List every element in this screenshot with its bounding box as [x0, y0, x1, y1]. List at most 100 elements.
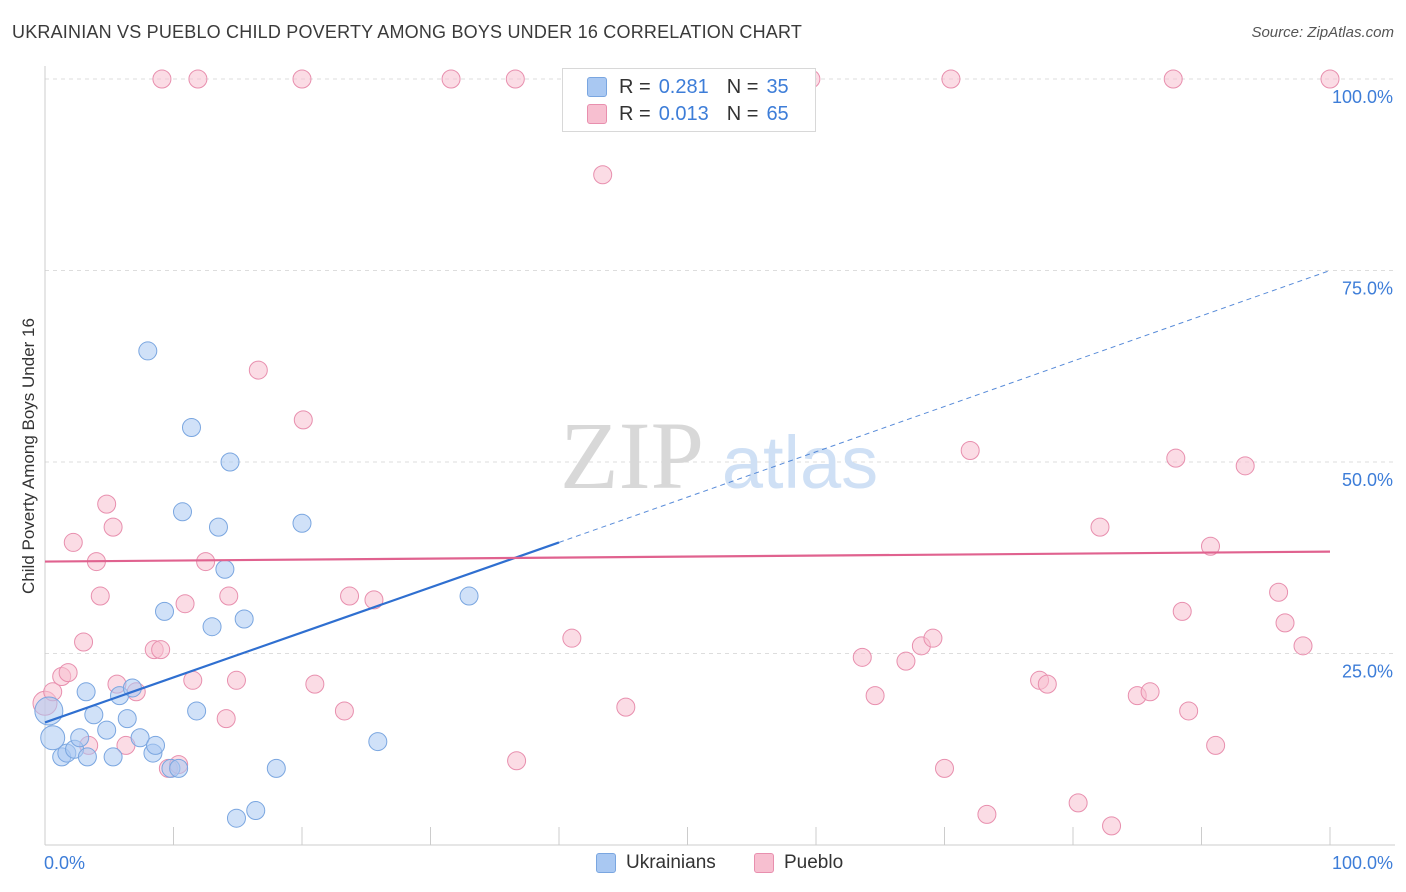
ukrainians-point [97, 720, 117, 740]
pueblo-point [151, 640, 171, 660]
legend-n-label: N = [726, 75, 759, 98]
pueblo-point [1179, 701, 1199, 721]
ukrainians-point [155, 601, 175, 621]
pueblo-point [593, 165, 613, 185]
pueblo-point [1235, 456, 1255, 476]
pueblo-point [1140, 682, 1160, 702]
pueblo-point [896, 651, 916, 671]
x-tick-label-max: 100.0% [1332, 853, 1393, 873]
trend-layer [44, 270, 1331, 724]
pueblo-point [97, 494, 117, 514]
y-tick-label: 75.0% [1342, 279, 1393, 299]
series-label: Pueblo [784, 852, 844, 873]
y-tick-label: 25.0% [1342, 662, 1393, 682]
pueblo-point [340, 586, 360, 606]
pueblo-point [74, 632, 94, 652]
legend-r-value: 0.013 [658, 102, 709, 125]
legend-row-ukrainians: R = 0.281 N = 35 [587, 73, 789, 101]
pueblo-point [505, 69, 525, 89]
legend-swatch-pink [587, 104, 607, 124]
pueblo-point [562, 628, 582, 648]
pueblo-point [616, 697, 636, 717]
pueblo-point [305, 674, 325, 694]
pueblo-point [1163, 69, 1183, 89]
ukrainians-point [368, 732, 388, 752]
pueblo-point [63, 532, 83, 552]
pueblo-point [852, 647, 872, 667]
ukrainians-point [220, 452, 240, 472]
legend-row-pueblo: R = 0.013 N = 65 [587, 100, 789, 128]
pueblo-point [1068, 793, 1088, 813]
pueblo-point [935, 758, 954, 778]
source-label: Source: ZipAtlas.com [1251, 24, 1394, 41]
ukrainians-point [40, 725, 66, 751]
pueblo-point [1166, 448, 1186, 468]
watermark-zip: ZIP [560, 402, 704, 509]
pueblo-point [90, 586, 110, 606]
pueblo-point [1090, 517, 1110, 537]
axis-layer [44, 66, 1395, 846]
pueblo-point [1037, 674, 1057, 694]
legend-n-value: 65 [766, 102, 789, 125]
ukrainians-point [266, 758, 286, 778]
pueblo-point [364, 590, 384, 610]
ukrainians-point [215, 559, 235, 579]
ukrainians-point [226, 808, 246, 828]
pueblo-point [216, 709, 236, 729]
series-label: Ukrainians [626, 852, 716, 873]
y-axis-label: Child Poverty Among Boys Under 16 [19, 318, 38, 594]
ukrainians-point [202, 617, 222, 637]
legend-swatch-blue [587, 77, 607, 97]
ukrainians-point [77, 747, 97, 767]
y-tick-label: 100.0% [1332, 87, 1393, 107]
legend-n-value: 35 [766, 75, 789, 98]
watermark: ZIP atlas [560, 402, 878, 509]
pueblo-point [196, 552, 216, 572]
pueblo-point [292, 69, 312, 89]
legend-r-label: R = [619, 75, 651, 98]
pueblo-point [248, 360, 268, 380]
legend-n-label: N = [726, 102, 759, 125]
pueblo-trend-line [44, 550, 1331, 563]
ukrainians-point [459, 586, 479, 606]
pueblo-point [1172, 601, 1192, 621]
pueblo-point [1293, 636, 1313, 656]
pueblo-point [977, 804, 997, 824]
series-swatch-pink [754, 853, 774, 873]
series-legend-ukrainians[interactable]: Ukrainians [596, 852, 716, 874]
series-legend-pueblo[interactable]: Pueblo [754, 852, 843, 874]
ukrainians-point [246, 801, 266, 821]
pueblo-point [58, 663, 78, 683]
ukrainians-point [187, 701, 207, 721]
pueblo-point [226, 670, 246, 690]
pueblo-point [960, 441, 980, 461]
legend-r-value: 0.281 [658, 75, 709, 98]
ukrainians-point [103, 747, 123, 767]
pueblo-point [1200, 536, 1220, 556]
pueblo-point [1320, 69, 1340, 89]
ukrainians-point [181, 418, 201, 438]
pueblo-point [334, 701, 354, 721]
grid-layer [45, 78, 1395, 654]
ukrainians-point [138, 341, 158, 361]
ukrainians-point [169, 758, 189, 778]
ukrainians-point [234, 609, 254, 629]
pueblo-point [1102, 816, 1122, 836]
watermark-atlas: atlas [722, 421, 878, 504]
ukrainians-trend-line [44, 541, 560, 724]
pueblo-point [103, 517, 123, 537]
pueblo-point [152, 69, 172, 89]
tick-label-layer: 25.0% 50.0% 75.0% 100.0% 0.0% 100.0% [44, 87, 1393, 873]
pueblo-point [1206, 735, 1226, 755]
ukrainians-point [146, 735, 166, 755]
pueblo-point [1275, 613, 1295, 633]
y-tick-label: 50.0% [1342, 470, 1393, 490]
ukrainians-point [117, 709, 137, 729]
pueblo-point [293, 410, 313, 430]
series-swatch-blue [596, 853, 616, 873]
pueblo-point [865, 686, 885, 706]
ukrainians-point [172, 502, 192, 522]
ukrainians-point [76, 682, 96, 702]
ukrainians-point [130, 728, 150, 748]
